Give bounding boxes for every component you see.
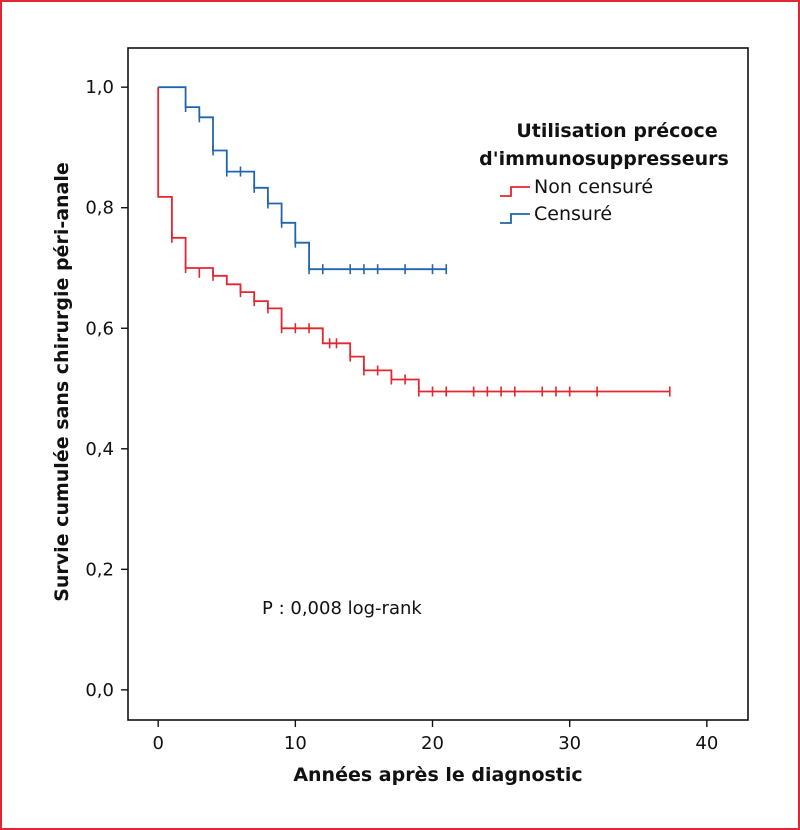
legend-label-censure: Censuré xyxy=(534,203,612,225)
series-line xyxy=(157,87,670,393)
legend-title-line-1: Utilisation précoce xyxy=(516,120,717,142)
series-1 xyxy=(158,86,448,275)
x-tick-label: 10 xyxy=(284,733,307,754)
legend-label-non-censure: Non censuré xyxy=(534,176,653,198)
series-layer xyxy=(157,86,671,397)
legend-swatch-non-censure xyxy=(500,186,530,197)
p-value-annotation: P : 0,008 log-rank xyxy=(262,598,422,619)
plot-area xyxy=(127,47,749,721)
series-line xyxy=(158,86,447,271)
series-0 xyxy=(157,87,671,397)
y-tick-label: 1,0 xyxy=(85,77,114,98)
legend-title-line-2: d'immunosuppresseurs xyxy=(479,148,729,170)
legend-swatch-censure xyxy=(500,213,530,224)
x-axis-title: Années après le diagnostic xyxy=(293,764,582,786)
y-tick-label: 0,4 xyxy=(85,439,114,460)
y-axis-title: Survie cumulée sans chirurgie péri-anale xyxy=(51,162,73,602)
legend: Utilisation précoce d'immunosuppresseurs… xyxy=(479,120,729,225)
y-tick-label: 0,6 xyxy=(85,318,114,339)
x-tick-label: 0 xyxy=(152,733,163,754)
x-axis-ticks: 0 10 20 30 40 xyxy=(152,720,718,754)
y-tick-label: 0,8 xyxy=(85,198,114,219)
x-tick-label: 40 xyxy=(695,733,718,754)
y-tick-label: 0,2 xyxy=(85,559,114,580)
x-tick-label: 20 xyxy=(421,733,444,754)
y-axis-ticks: 0,0 0,2 0,4 0,6 0,8 1,0 xyxy=(85,77,128,701)
x-tick-label: 30 xyxy=(558,733,581,754)
y-tick-label: 0,0 xyxy=(85,680,114,701)
